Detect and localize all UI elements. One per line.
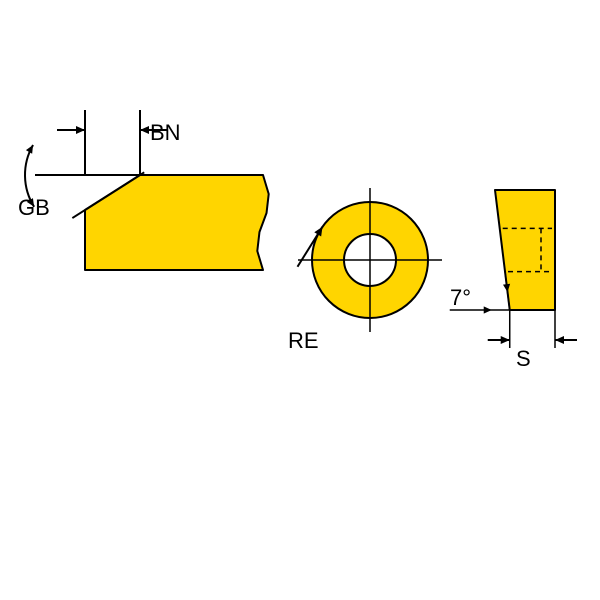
label-s: S [516,346,531,371]
figure-side-relief: 7° S [450,190,577,371]
label-angle: 7° [450,285,471,310]
label-gb: GB [18,195,50,220]
label-bn: BN [150,120,181,145]
figure-side-profile: BN GB [18,110,269,270]
label-re: RE [288,328,319,353]
figure-round-front: RE [288,188,442,353]
